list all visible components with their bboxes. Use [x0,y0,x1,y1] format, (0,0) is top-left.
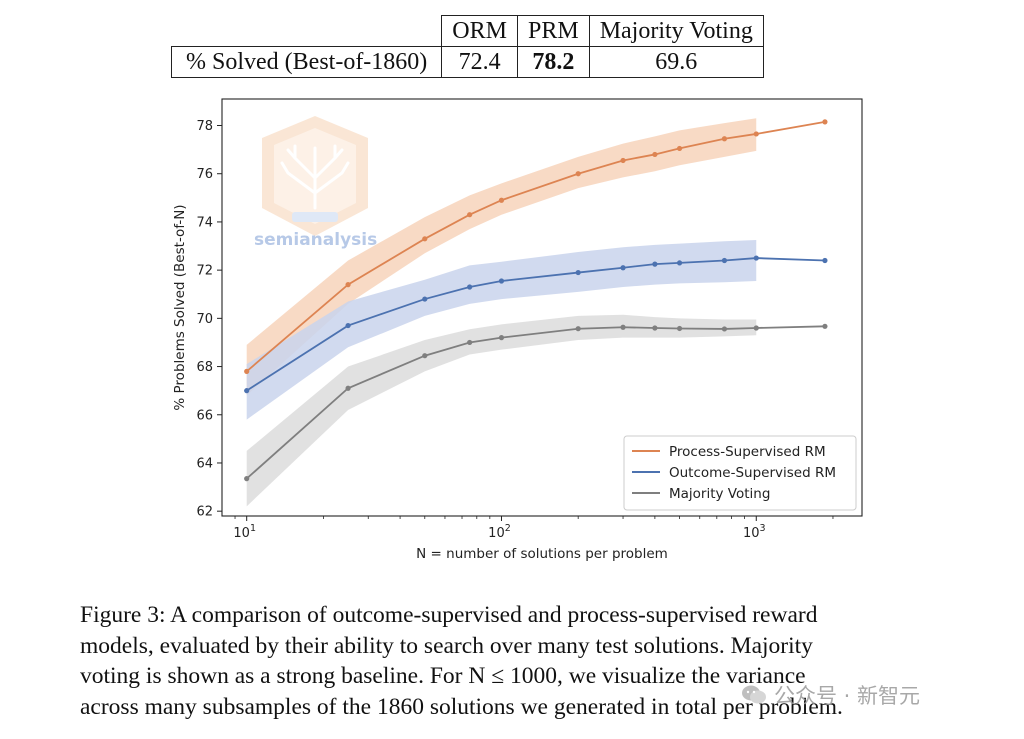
data-point [822,323,828,329]
variance-band-2 [246,314,757,507]
figure-caption: Figure 3: A comparison of outcome-superv… [80,600,956,722]
data-point [676,145,683,152]
legend-label: Process-Supervised RM [669,444,826,460]
data-point [676,260,683,266]
data-point [620,324,626,330]
caption-line: voting is shown as a strong baseline. Fo… [80,663,806,689]
legend-label: Outcome-Supervised RM [669,465,836,481]
data-point [467,212,473,218]
x-tick-label: 103 [743,523,766,541]
data-point [822,119,828,125]
data-point [244,388,250,394]
y-axis-title: % Problems Solved (Best-of-N) [172,204,188,410]
y-tick-label: 66 [196,408,213,423]
y-tick-label: 64 [196,456,213,471]
data-point [422,236,428,242]
data-point [652,151,658,158]
data-point [467,339,473,346]
wechat-watermark-text: 公众号 · 新智元 [774,684,921,708]
y-tick-label: 72 [196,264,213,279]
table-row: % Solved (Best-of-1860) 72.4 78.2 69.6 [170,46,764,78]
data-point [575,326,581,332]
data-point [422,353,428,359]
semianalysis-logo-watermark [262,116,368,236]
table-cell-orm: 72.4 [441,46,518,78]
variance-band-0 [246,118,757,396]
data-point [676,325,683,332]
results-table: ORM PRM Majority Voting % Solved (Best-o… [170,15,764,78]
plot-frame [221,98,863,517]
data-point [620,157,626,164]
data-point [498,335,505,341]
data-point [822,257,828,264]
data-point [620,265,626,271]
legend-label: Majority Voting [669,486,770,502]
table-header-majority-voting: Majority Voting [588,15,764,47]
data-point [575,269,581,276]
data-point [467,284,473,290]
wechat-watermark: 公众号 · 新智元 [740,680,920,710]
caption-line: models, evaluated by their ability to se… [80,632,813,659]
wechat-icon [742,685,766,704]
data-point [753,255,759,261]
table-row-label: % Solved (Best-of-1860) [170,46,443,78]
data-point [721,257,728,264]
x-axis-title: N = number of solutions per problem [416,546,668,562]
data-point [721,326,728,332]
table-header-prm: PRM [516,15,590,47]
x-tick-label: 101 [233,523,256,541]
table-header-row: ORM PRM Majority Voting [171,15,764,47]
data-point [498,278,505,284]
legend-box [623,435,857,511]
data-point [753,131,759,137]
data-point [345,282,351,288]
y-tick-label: 68 [196,360,213,375]
caption-line: across many subsamples of the 1860 solut… [80,693,843,720]
data-point [575,171,581,177]
data-point [345,385,351,391]
y-tick-label: 78 [196,119,213,134]
y-tick-label: 62 [196,505,213,520]
y-tick-label: 76 [196,167,213,182]
data-point [244,368,250,374]
table-cell-majority-voting: 69.6 [588,46,764,78]
data-point [652,325,658,331]
y-tick-label: 74 [196,215,213,230]
caption-line: Figure 3: A comparison of outcome-superv… [80,602,818,628]
x-tick-label: 102 [488,523,511,541]
data-point [652,261,658,267]
variance-band-1 [246,240,757,420]
series-line-2 [246,325,825,480]
data-point [345,322,351,329]
data-point [244,476,250,482]
data-point [753,325,759,331]
data-point [721,136,728,142]
data-point [422,296,428,302]
y-tick-label: 70 [196,312,213,327]
semianalysis-watermark-text: semianalysis [254,230,378,250]
data-point [498,197,505,203]
series-line-0 [246,121,826,373]
series-line-1 [246,257,825,392]
